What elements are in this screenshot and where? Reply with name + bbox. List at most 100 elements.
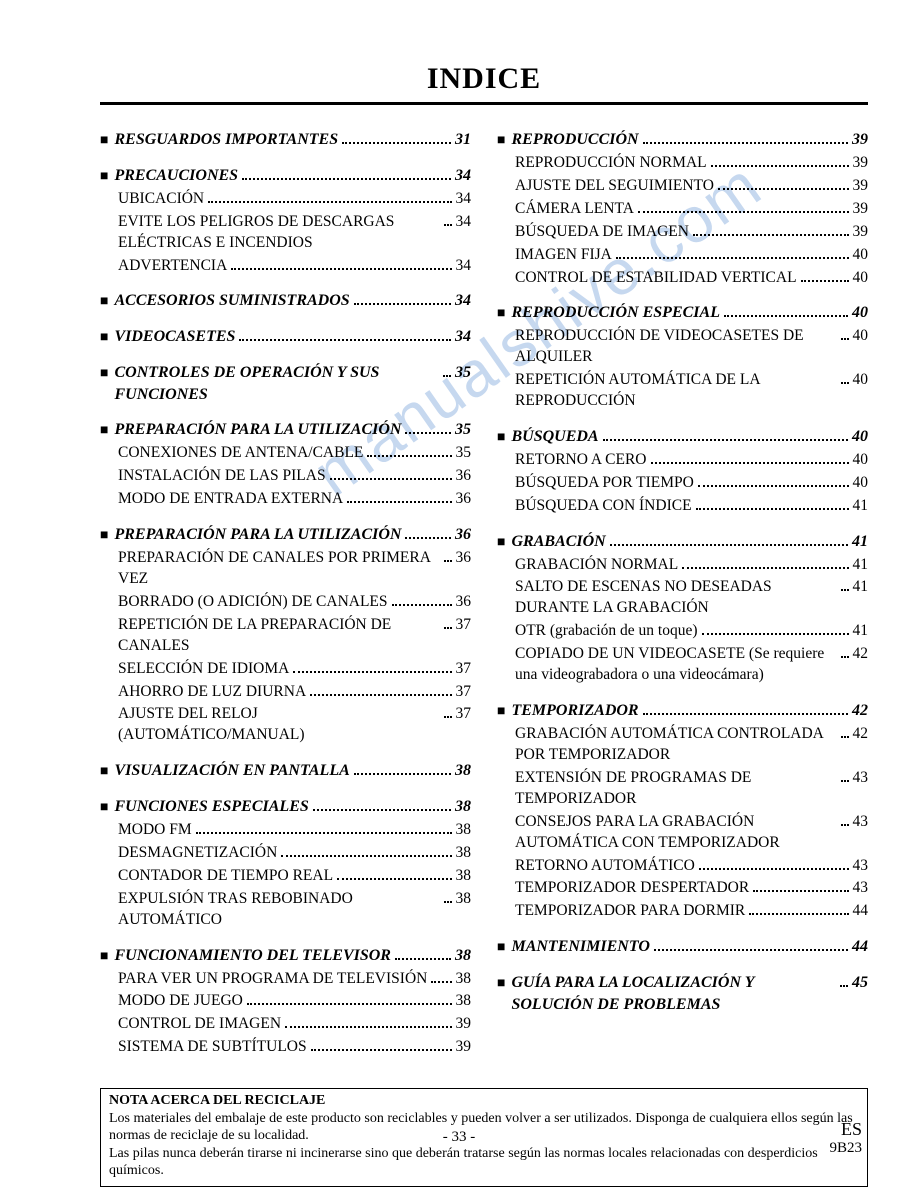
toc-section-head: ■PRECAUCIONES34 <box>100 165 471 187</box>
toc-section-label: PREPARACIÓN PARA LA UTILIZACIÓN <box>114 524 401 546</box>
toc-sub-page: 37 <box>456 615 472 636</box>
toc-sub-page: 37 <box>456 659 472 680</box>
toc-section-label: PREPARACIÓN PARA LA UTILIZACIÓN <box>114 419 401 441</box>
toc-section-label: FUNCIONES ESPECIALES <box>114 796 308 818</box>
toc-sub-label: SELECCIÓN DE IDIOMA <box>118 659 289 680</box>
toc-sub-label: TEMPORIZADOR PARA DORMIR <box>515 901 745 922</box>
toc-sub-label: REPETICIÓN AUTOMÁTICA DE LA REPRODUCCIÓN <box>515 370 837 412</box>
toc-section-head: ■REPRODUCCIÓN39 <box>497 129 868 151</box>
toc-sub-page: 34 <box>456 212 472 233</box>
dot-leader <box>682 567 848 569</box>
toc-section-page: 38 <box>455 945 471 967</box>
dot-leader <box>285 1026 451 1028</box>
toc-sub-page: 43 <box>853 878 869 899</box>
toc-section-label: REPRODUCCIÓN ESPECIAL <box>511 302 720 324</box>
toc-sub-page: 44 <box>853 901 869 922</box>
square-bullet-icon: ■ <box>100 422 108 441</box>
toc-sub-page: 38 <box>456 889 472 910</box>
toc-sub-page: 39 <box>853 153 869 174</box>
toc-sub-label: IMAGEN FIJA <box>515 245 612 266</box>
toc-sub-label: AJUSTE DEL RELOJ (AUTOMÁTICO/MANUAL) <box>118 704 440 746</box>
toc-sub-item: EXPULSIÓN TRAS REBOBINADO AUTOMÁTICO38 <box>118 889 471 931</box>
toc-section-page: 44 <box>852 936 868 958</box>
toc-section-label: MANTENIMIENTO <box>511 936 649 958</box>
dot-leader <box>610 544 848 546</box>
recycle-note-line1: Los materiales del embalaje de este prod… <box>109 1110 859 1145</box>
dot-leader <box>841 589 849 591</box>
toc-section-label: TEMPORIZADOR <box>511 700 638 722</box>
dot-leader <box>444 560 452 562</box>
toc-sub-page: 41 <box>853 555 869 576</box>
toc-section-page: 31 <box>455 129 471 151</box>
dot-leader <box>239 339 451 341</box>
toc-sub-label: RETORNO A CERO <box>515 450 647 471</box>
toc-section-page: 41 <box>852 531 868 553</box>
recycle-note-title: NOTA ACERCA DEL RECICLAJE <box>109 1092 859 1110</box>
dot-leader <box>444 627 452 629</box>
toc-sub-label: GRABACIÓN AUTOMÁTICA CONTROLADA POR TEMP… <box>515 724 837 766</box>
toc-section-head: ■FUNCIONAMIENTO DEL TELEVISOR38 <box>100 945 471 967</box>
square-bullet-icon: ■ <box>497 939 505 958</box>
toc-sub-label: INSTALACIÓN DE LAS PILAS <box>118 466 326 487</box>
dot-leader <box>696 508 849 510</box>
square-bullet-icon: ■ <box>497 703 505 722</box>
toc-sub-item: DESMAGNETIZACIÓN38 <box>118 843 471 864</box>
toc-sub-label: MODO DE ENTRADA EXTERNA <box>118 489 343 510</box>
toc-sub-item: GRABACIÓN NORMAL41 <box>515 555 868 576</box>
dot-leader <box>281 855 451 857</box>
toc-sub-item: CONTADOR DE TIEMPO REAL 38 <box>118 866 471 887</box>
dot-leader <box>724 315 848 317</box>
recycle-note-line2: Las pilas nunca deberán tirarse ni incin… <box>109 1145 859 1180</box>
square-bullet-icon: ■ <box>100 365 108 384</box>
toc-section: ■VISUALIZACIÓN EN PANTALLA38 <box>100 760 471 782</box>
toc-section-head: ■VISUALIZACIÓN EN PANTALLA38 <box>100 760 471 782</box>
toc-section-label: PRECAUCIONES <box>114 165 238 187</box>
toc-sub-label: OTR (grabación de un toque) <box>515 621 698 642</box>
toc-sub-page: 38 <box>456 866 472 887</box>
toc-section-label: RESGUARDOS IMPORTANTES <box>114 129 338 151</box>
dot-leader <box>347 501 451 503</box>
toc-sub-item: RETORNO AUTOMÁTICO43 <box>515 856 868 877</box>
toc-sub-label: ADVERTENCIA <box>118 256 227 277</box>
dot-leader <box>431 981 451 983</box>
toc-section-page: 40 <box>852 302 868 324</box>
dot-leader <box>392 604 452 606</box>
toc-sub-page: 36 <box>456 466 472 487</box>
page-content: INDICE ■RESGUARDOS IMPORTANTES31■PRECAUC… <box>100 62 868 1187</box>
dot-leader <box>310 694 451 696</box>
toc-sub-item: BORRADO (O ADICIÓN) DE CANALES36 <box>118 592 471 613</box>
toc-section-label: VISUALIZACIÓN EN PANTALLA <box>114 760 349 782</box>
toc-section: ■FUNCIONAMIENTO DEL TELEVISOR38PARA VER … <box>100 945 471 1059</box>
toc-sub-label: CONTADOR DE TIEMPO REAL <box>118 866 333 887</box>
dot-leader <box>313 809 451 811</box>
dot-leader <box>702 633 849 635</box>
toc-sub-item: REPRODUCCIÓN DE VIDEOCASETES DE ALQUILER… <box>515 326 868 368</box>
toc-sub-label: CONTROL DE IMAGEN <box>118 1014 281 1035</box>
toc-section-label: REPRODUCCIÓN <box>511 129 638 151</box>
toc-section: ■BÚSQUEDA40RETORNO A CERO40BÚSQUEDA POR … <box>497 426 868 517</box>
toc-sub-label: REPETICIÓN DE LA PREPARACIÓN DE CANALES <box>118 615 440 657</box>
toc-section-label: GRABACIÓN <box>511 531 605 553</box>
toc-sub-page: 38 <box>456 991 472 1012</box>
toc-section-page: 34 <box>455 165 471 187</box>
toc-section: ■VIDEOCASETES34 <box>100 326 471 348</box>
toc-sub-label: BORRADO (O ADICIÓN) DE CANALES <box>118 592 388 613</box>
toc-section-label: CONTROLES DE OPERACIÓN Y SUS FUNCIONES <box>114 362 439 405</box>
toc-sub-item: TEMPORIZADOR DESPERTADOR43 <box>515 878 868 899</box>
dot-leader <box>651 462 849 464</box>
toc-sub-item: INSTALACIÓN DE LAS PILAS 36 <box>118 466 471 487</box>
dot-leader <box>698 485 849 487</box>
dot-leader <box>616 257 849 259</box>
toc-sub-page: 40 <box>853 268 869 289</box>
toc-sub-item: TEMPORIZADOR PARA DORMIR 44 <box>515 901 868 922</box>
dot-leader <box>693 234 849 236</box>
dot-leader <box>196 832 452 834</box>
square-bullet-icon: ■ <box>497 305 505 324</box>
toc-section-head: ■ MANTENIMIENTO 44 <box>497 936 868 958</box>
toc-section-head: ■GRABACIÓN41 <box>497 531 868 553</box>
toc-sub-item: CONTROL DE ESTABILIDAD VERTICAL40 <box>515 268 868 289</box>
square-bullet-icon: ■ <box>100 763 108 782</box>
dot-leader <box>395 958 451 960</box>
title-rule <box>100 102 868 105</box>
toc-sub-item: BÚSQUEDA DE IMAGEN39 <box>515 222 868 243</box>
